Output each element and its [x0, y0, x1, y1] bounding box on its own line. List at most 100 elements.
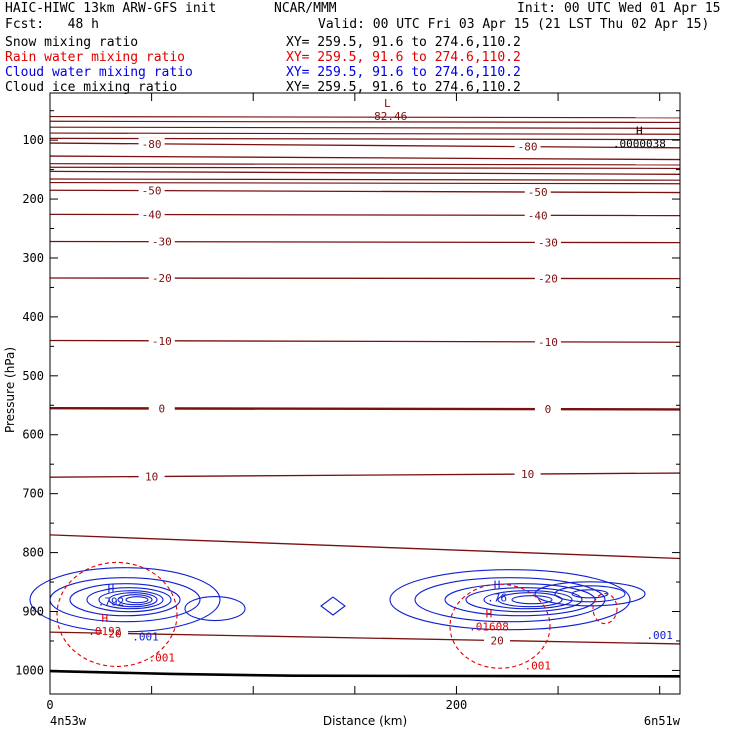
temperature-contour-minor	[49, 163, 681, 166]
contour-label-bg	[148, 334, 175, 347]
cloud-water-contour	[534, 581, 646, 607]
temperature-contour	[49, 631, 681, 645]
field-xy-snow: XY= 259.5, 91.6 to 274.6,110.2	[286, 35, 521, 50]
temperature-contour-label: -40	[142, 209, 162, 222]
temperature-contour	[49, 407, 681, 411]
cloud-water-contour	[69, 583, 181, 617]
contour-label-bg	[138, 184, 165, 197]
temperature-contour	[49, 155, 681, 161]
cloud-water-contour	[184, 596, 246, 622]
field-xy-cloud-water: XY= 259.5, 91.6 to 274.6,110.2	[286, 65, 521, 80]
temperature-contour	[49, 534, 681, 560]
temperature-contour-label: 10	[521, 468, 534, 481]
contour-label-bg	[534, 335, 561, 348]
temperature-contour-label: -10	[152, 335, 172, 348]
rain-contour	[449, 583, 551, 669]
x-endpoint-right: 6n51w	[644, 714, 681, 728]
temperature-contour-minor	[49, 181, 681, 185]
temperature-contour-minor	[49, 178, 681, 181]
extremum-marker: L	[384, 97, 391, 110]
terrain-line	[49, 669, 681, 678]
rain-contour	[56, 561, 178, 668]
contour-label-bg	[524, 186, 551, 199]
y-tick-label: 1000	[15, 663, 44, 677]
y-tick-label: 800	[22, 546, 44, 560]
x-tick-label: 200	[446, 698, 468, 712]
cloud-water-contour	[117, 594, 153, 606]
y-tick-label: 300	[22, 251, 44, 265]
field-name-snow: Snow mixing ratio	[5, 35, 139, 50]
field-name-cloud-ice: Cloud ice mixing ratio	[5, 80, 178, 95]
cloud-water-contour	[389, 569, 631, 631]
temperature-contour	[49, 170, 681, 175]
contour-label-bg	[148, 272, 175, 285]
cloud-water-contour	[86, 587, 172, 613]
y-tick-label: 100	[22, 133, 44, 147]
y-tick-label: 700	[22, 487, 44, 501]
temperature-contour-label: -50	[528, 186, 548, 199]
contour-label-bg	[514, 468, 541, 481]
cloud-water-contour	[125, 596, 149, 604]
cloud-water-contour	[320, 596, 346, 616]
extremum-value: .0192	[88, 625, 121, 638]
temperature-contour-label: -20	[538, 272, 558, 285]
contour-value-label: .001	[149, 651, 176, 664]
contour-label-bg	[138, 137, 165, 150]
temperature-contour-label: 20	[490, 634, 503, 647]
forecast-hour: Fcst: 48 h	[5, 17, 99, 32]
contour-label-bg	[534, 236, 561, 249]
cloud-water-contour	[483, 590, 573, 610]
temperature-contour-label: 10	[145, 471, 158, 484]
temperature-contour	[49, 339, 681, 343]
field-xy-cloud-ice: XY= 259.5, 91.6 to 274.6,110.2	[286, 80, 521, 95]
extremum-marker: H	[636, 124, 643, 137]
extremum-marker: H	[486, 607, 493, 620]
cloud-water-contour	[554, 585, 626, 603]
y-tick-label: 400	[22, 310, 44, 324]
terrain-surface-line	[49, 669, 681, 678]
temperature-contour-minor	[49, 115, 681, 119]
contour-label-bg	[534, 272, 561, 285]
y-tick-label: 600	[22, 428, 44, 442]
contour-label-bg	[484, 634, 511, 647]
cloud-water-contour	[98, 590, 164, 610]
cloud-water-contour	[108, 592, 158, 608]
temperature-contour-label: 0	[545, 403, 552, 416]
extremum-marker: H	[108, 583, 115, 596]
temperature-contour-label: -30	[152, 236, 172, 249]
extremum-marker: H	[494, 579, 501, 592]
temperature-contour-minor	[49, 166, 681, 170]
temperature-contour-label: -50	[142, 185, 162, 198]
cloud-water-contour	[511, 595, 553, 605]
contour-label-bg	[148, 235, 175, 248]
temperature-contour-label: -10	[538, 336, 558, 349]
y-axis-title: Pressure (hPa)	[3, 347, 17, 433]
y-tick-label: 200	[22, 192, 44, 206]
init-time: Init: 00 UTC Wed 01 Apr 15	[517, 1, 721, 16]
extremum-value: .792	[98, 596, 125, 609]
contour-label-bg	[534, 403, 561, 416]
field-name-rain: Rain water mixing ratio	[5, 50, 186, 65]
cloud-water-contour	[465, 587, 583, 613]
contour-label-bg	[102, 627, 129, 640]
temperature-contour-minor	[49, 132, 681, 135]
model-title: HAIC-HIWC 13km ARW-GFS init	[5, 1, 217, 16]
x-endpoint-left: 4n53w	[50, 714, 87, 728]
plot-frame-border	[49, 92, 681, 695]
temperature-contour-label: -80	[142, 138, 162, 151]
valid-time: Valid: 00 UTC Fri 03 Apr 15 (21 LST Thu …	[318, 17, 710, 32]
plot-frame	[49, 92, 681, 695]
contour-value-label: .001	[646, 629, 673, 642]
temperature-contour-label: 20	[108, 627, 121, 640]
temperature-contour-label: -30	[538, 236, 558, 249]
contour-label-bg	[138, 470, 165, 483]
contour-labels: -80 -80 -50 -50 -40 -40 -30 -30 -20 -20 -10 -10 0 0 10…	[88, 97, 673, 673]
contour-label-bg	[524, 209, 551, 222]
temperature-contour-label: -40	[528, 209, 548, 222]
rain-contour	[592, 593, 618, 625]
x-tick-label: 0	[46, 698, 53, 712]
y-tick-label: 500	[22, 369, 44, 383]
x-axis-title: Distance (km)	[323, 714, 407, 728]
field-xy-rain: XY= 259.5, 91.6 to 274.6,110.2	[286, 50, 521, 65]
